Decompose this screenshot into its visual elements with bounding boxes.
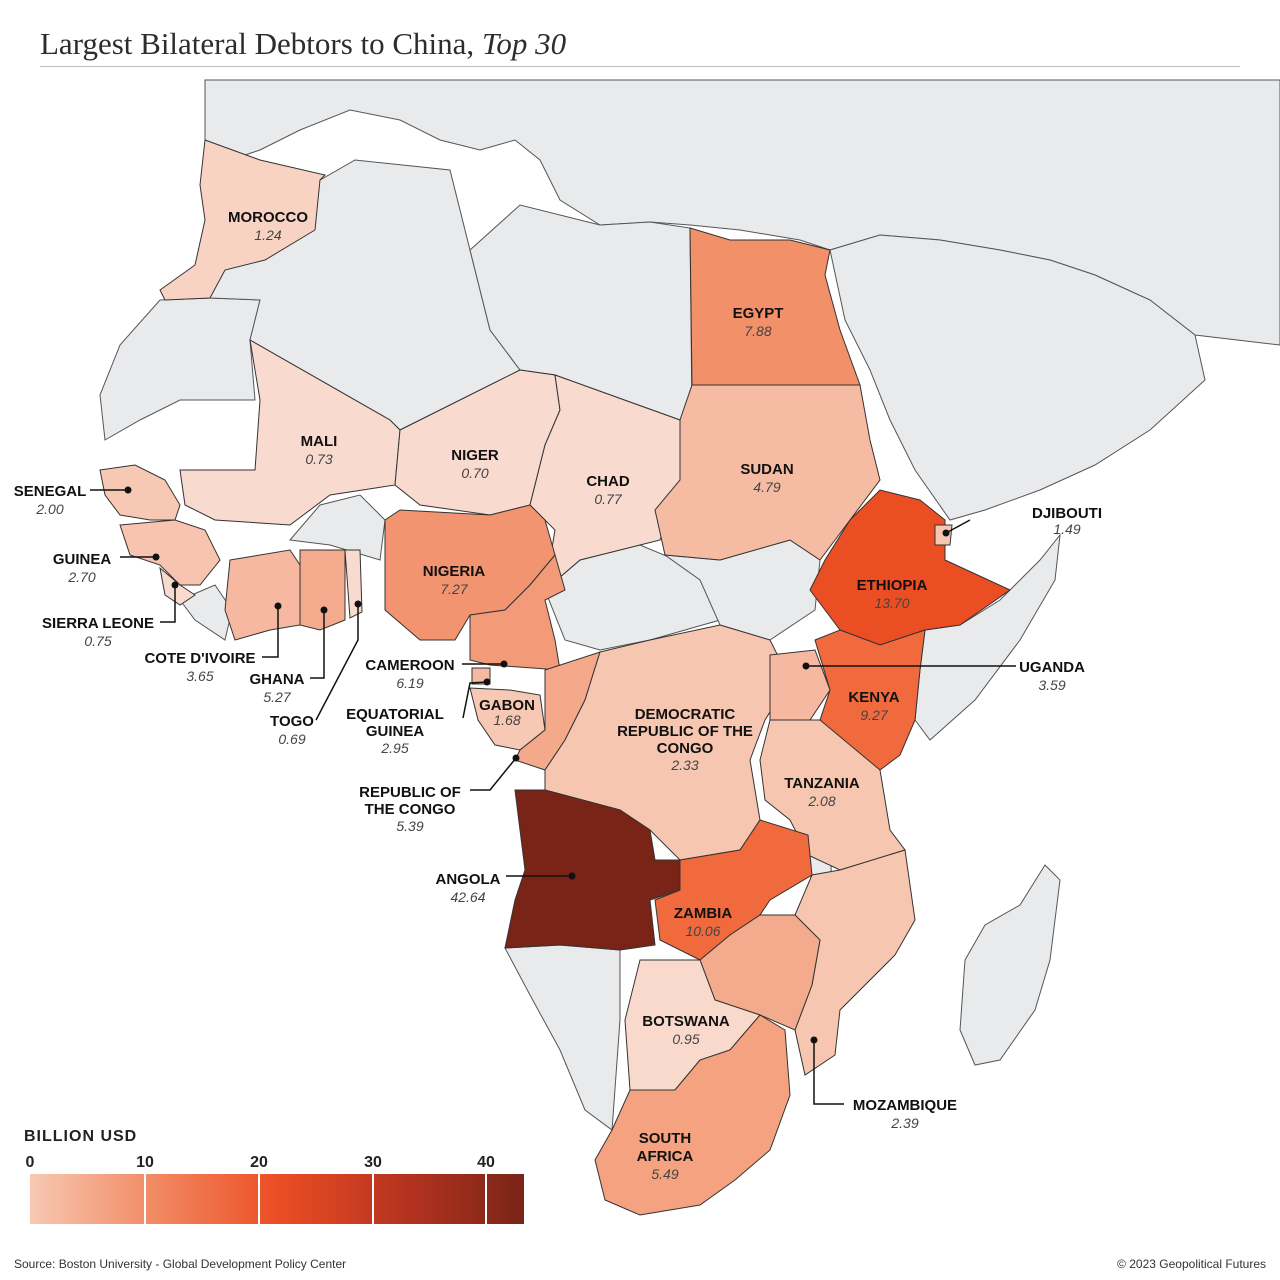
- country-sudan: [654, 384, 881, 561]
- label-ethiopia-value: 13.70: [874, 595, 909, 611]
- label-sudan-name: SUDAN: [740, 461, 793, 478]
- legend-divider: [258, 1174, 260, 1224]
- label-nigeria-name: NIGERIA: [423, 563, 486, 580]
- label-togo-name: TOGO: [270, 713, 314, 730]
- legend-tick-30: 30: [364, 1154, 382, 1171]
- country-kenya: [814, 629, 926, 771]
- label-uganda-value: 3.59: [1038, 677, 1065, 693]
- country-mali: [179, 339, 401, 526]
- label-south-africa: SOUTH AFRICA 5.49: [636, 1130, 694, 1182]
- label-uganda-name: UGANDA: [1019, 659, 1085, 676]
- label-drc-name: DEMOCRATIC REPUBLIC OF THE CONGO: [617, 706, 753, 757]
- country-guinea: [119, 519, 221, 586]
- label-equatorial-guinea-value: 2.95: [381, 740, 409, 756]
- label-tanzania-value: 2.08: [807, 793, 835, 809]
- label-cameroon-value: 6.19: [396, 675, 423, 691]
- label-botswana-value: 0.95: [672, 1031, 699, 1047]
- label-gabon-name: GABON: [479, 697, 535, 714]
- legend-divider: [144, 1174, 146, 1224]
- legend-ticks: 0 10 20 30 40: [26, 1154, 522, 1176]
- label-djibouti-name: DJIBOUTI: [1032, 505, 1102, 522]
- label-dots: [124, 486, 950, 1044]
- country-ethiopia: [809, 489, 1011, 646]
- label-botswana-name: BOTSWANA: [642, 1013, 730, 1030]
- label-chad-value: 0.77: [594, 491, 622, 507]
- legend-tick-40: 40: [477, 1154, 495, 1171]
- country-labels: MOROCCO 1.24 EGYPT 7.88 MALI 0.73 NIGER …: [14, 209, 1102, 1182]
- country-ghana: [299, 549, 346, 631]
- label-mozambique-value: 2.39: [890, 1115, 918, 1131]
- country-angola: [504, 789, 681, 951]
- country-morocco: [159, 139, 326, 301]
- legend-tick-0: 0: [25, 1154, 35, 1171]
- country-uganda: [769, 649, 831, 721]
- title-main: Largest Bilateral Debtors to China,: [40, 26, 475, 61]
- label-morocco-name: MOROCCO: [228, 209, 308, 226]
- label-mali-value: 0.73: [305, 451, 332, 467]
- label-senegal-value: 2.00: [35, 501, 63, 517]
- label-cameroon-name: CAMEROON: [365, 657, 454, 674]
- label-egypt-value: 7.88: [744, 323, 771, 339]
- label-south-africa-name: SOUTH AFRICA: [636, 1130, 694, 1165]
- title-bar: Largest Bilateral Debtors to China, Top …: [40, 22, 1240, 67]
- label-guinea-name: GUINEA: [53, 551, 112, 568]
- source-note: Source: Boston University - Global Devel…: [14, 1257, 347, 1271]
- legend-tick-20: 20: [250, 1154, 268, 1171]
- label-niger-value: 0.70: [461, 465, 488, 481]
- label-egypt-name: EGYPT: [733, 305, 784, 322]
- label-equatorial-guinea: EQUATORIAL GUINEA 2.95: [346, 706, 444, 756]
- label-djibouti-value: 1.49: [1053, 521, 1080, 537]
- label-angola-name: ANGOLA: [436, 871, 501, 888]
- label-cote-divoire-value: 3.65: [186, 668, 213, 684]
- leader-lines: [90, 489, 1016, 1105]
- debtor-countries: [99, 139, 1011, 1216]
- label-south-africa-value: 5.49: [651, 1166, 679, 1182]
- legend-gradient-bar: [30, 1174, 524, 1224]
- label-togo-value: 0.69: [278, 731, 305, 747]
- label-mozambique-name: MOZAMBIQUE: [853, 1097, 957, 1114]
- legend-divider: [372, 1174, 374, 1224]
- label-ethiopia-name: ETHIOPIA: [857, 577, 928, 594]
- legend-tick-10: 10: [136, 1154, 154, 1171]
- label-sierra-leone-name: SIERRA LEONE: [42, 615, 154, 632]
- label-nigeria-value: 7.27: [440, 581, 468, 597]
- legend-divider: [485, 1174, 487, 1224]
- label-tanzania-name: TANZANIA: [784, 775, 860, 792]
- label-equatorial-guinea-name: EQUATORIAL GUINEA: [346, 706, 444, 740]
- copyright-note: © 2023 Geopolitical Futures: [1117, 1257, 1266, 1271]
- label-zambia-value: 10.06: [685, 923, 720, 939]
- label-kenya-name: KENYA: [848, 689, 899, 706]
- label-ghana-value: 5.27: [263, 689, 291, 705]
- label-sudan-value: 4.79: [753, 479, 780, 495]
- label-cote-divoire-name: COTE D'IVOIRE: [144, 650, 255, 667]
- label-niger-name: NIGER: [451, 447, 499, 464]
- country-cameroon: [469, 553, 566, 671]
- label-ghana-name: GHANA: [250, 671, 305, 688]
- color-legend: BILLION USD 0 10 20 30 40: [24, 1128, 524, 1228]
- label-morocco-value: 1.24: [254, 227, 281, 243]
- label-gabon-value: 1.68: [493, 712, 520, 728]
- label-republic-of-the-congo-value: 5.39: [396, 818, 424, 834]
- label-drc: DEMOCRATIC REPUBLIC OF THE CONGO 2.33: [617, 706, 753, 773]
- legend-title: BILLION USD: [24, 1128, 138, 1145]
- label-sierra-leone-value: 0.75: [84, 633, 111, 649]
- country-togo: [344, 549, 363, 619]
- label-drc-value: 2.33: [671, 757, 699, 773]
- label-republic-of-the-congo: REPUBLIC OF THE CONGO 5.39: [359, 784, 461, 834]
- label-senegal-name: SENEGAL: [14, 483, 87, 500]
- label-kenya-value: 9.27: [860, 707, 888, 723]
- label-angola-value: 42.64: [450, 889, 485, 905]
- country-cote-divoire: [224, 549, 301, 641]
- label-guinea-value: 2.70: [67, 569, 95, 585]
- title-subtitle: Top 30: [481, 26, 567, 61]
- label-republic-of-the-congo-name: REPUBLIC OF THE CONGO: [359, 784, 461, 818]
- page-title: Largest Bilateral Debtors to China, Top …: [40, 22, 1240, 66]
- label-zambia-name: ZAMBIA: [674, 905, 732, 922]
- country-senegal: [99, 464, 181, 521]
- label-chad-name: CHAD: [586, 473, 629, 490]
- label-mali-name: MALI: [301, 433, 338, 450]
- country-south-africa: [594, 1014, 791, 1216]
